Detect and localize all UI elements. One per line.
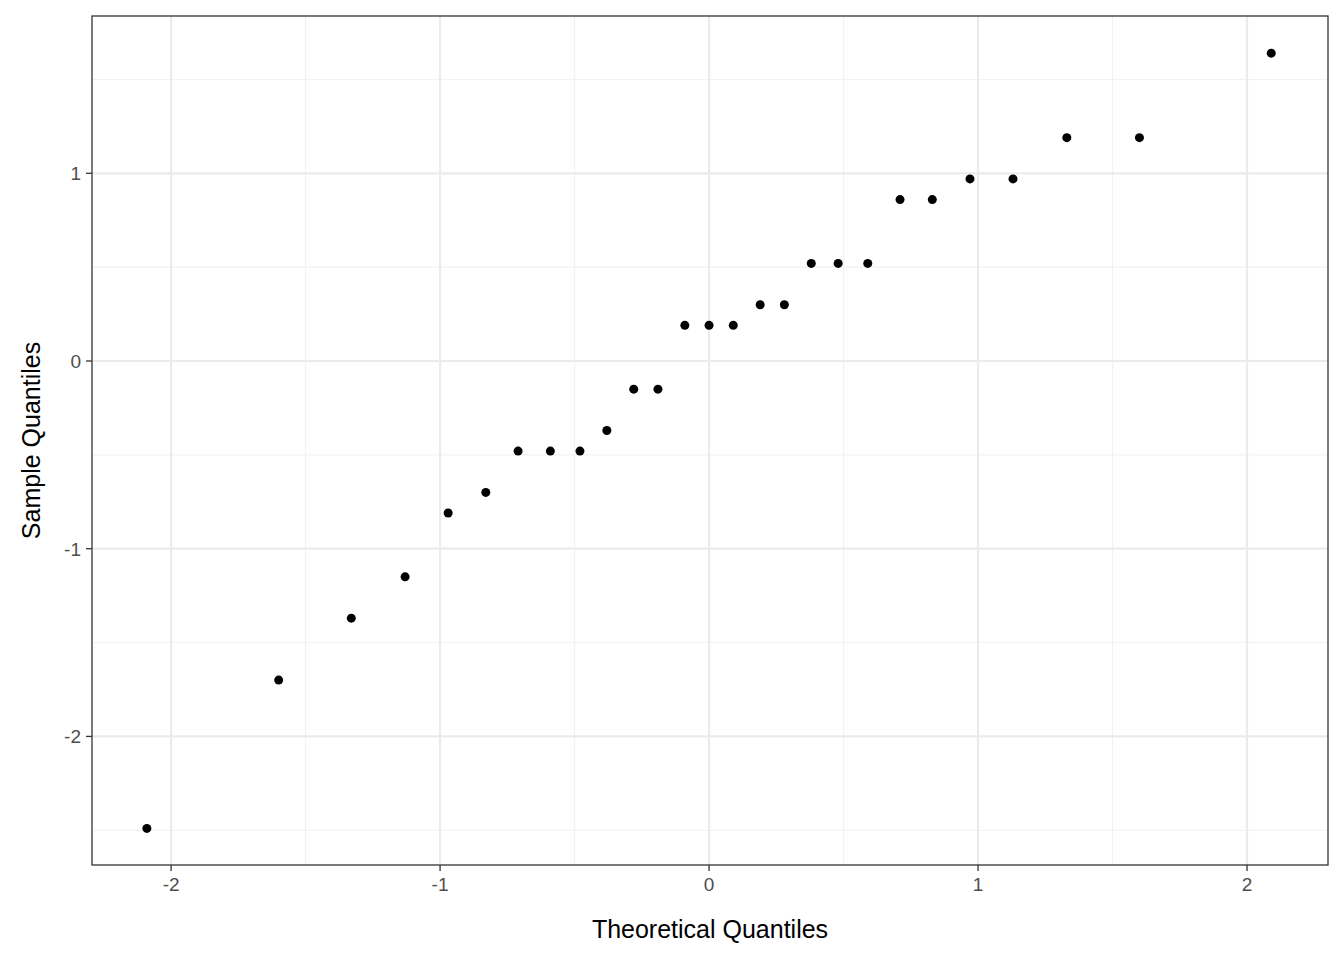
grid-line: [92, 172, 1328, 174]
point: [834, 259, 843, 268]
tick: [86, 548, 92, 549]
grid-line: [92, 360, 1328, 362]
point: [780, 300, 789, 309]
point: [481, 488, 490, 497]
points: [142, 49, 1275, 833]
point: [142, 824, 151, 833]
point: [629, 385, 638, 394]
tick-label: 0: [704, 874, 715, 895]
tick: [1246, 865, 1247, 871]
point: [602, 426, 611, 435]
point: [965, 174, 974, 183]
grid-line: [92, 735, 1328, 737]
panel-border: [92, 16, 1328, 865]
point: [680, 321, 689, 330]
point: [863, 259, 872, 268]
tick: [86, 360, 92, 361]
point: [756, 300, 765, 309]
grid-line: [1246, 16, 1248, 865]
tick: [439, 865, 440, 871]
grid-line: [92, 548, 1328, 550]
tick-label: 2: [1242, 874, 1253, 895]
x-axis: -2 -1 0 1 2: [163, 865, 1253, 895]
point: [653, 385, 662, 394]
tick-label: -2: [163, 874, 180, 895]
point: [347, 614, 356, 623]
x-axis-title: Theoretical Quantiles: [592, 915, 828, 943]
minor-grid-line: [1112, 16, 1113, 865]
chart: -2 -1 0 1 2 -2 -1 0 1 Theoretical Quantiles Sample…: [0, 0, 1344, 960]
point: [401, 572, 410, 581]
tick-label: -1: [64, 539, 81, 560]
point: [807, 259, 816, 268]
tick: [86, 173, 92, 174]
tick-label: -1: [432, 874, 449, 895]
tick-label: 1: [70, 163, 81, 184]
point: [1267, 49, 1276, 58]
minor-grid-line: [843, 16, 844, 865]
point: [896, 195, 905, 204]
point: [1009, 174, 1018, 183]
point: [444, 509, 453, 518]
point: [514, 447, 523, 456]
minor-grid-line: [305, 16, 306, 865]
tick: [977, 865, 978, 871]
point: [729, 321, 738, 330]
tick: [170, 865, 171, 871]
y-axis-title: Sample Quantiles: [17, 342, 45, 539]
point: [546, 447, 555, 456]
grid-line: [170, 16, 172, 865]
point: [1062, 133, 1071, 142]
point: [928, 195, 937, 204]
tick-label: 1: [973, 874, 984, 895]
minor-grid-line: [574, 16, 575, 865]
tick: [708, 865, 709, 871]
point: [575, 447, 584, 456]
grid-line: [977, 16, 979, 865]
grid-line: [439, 16, 441, 865]
point: [1135, 133, 1144, 142]
tick: [86, 736, 92, 737]
background: [0, 0, 1344, 960]
grid: [92, 16, 1328, 865]
point: [705, 321, 714, 330]
point: [274, 676, 283, 685]
tick-label: 0: [70, 351, 81, 372]
tick-label: -2: [64, 726, 81, 747]
grid-line: [708, 16, 710, 865]
y-axis: -2 -1 0 1: [64, 163, 92, 747]
